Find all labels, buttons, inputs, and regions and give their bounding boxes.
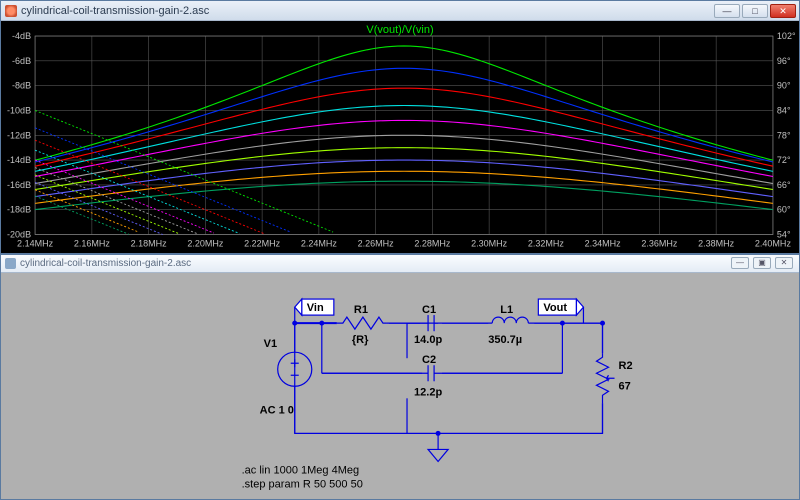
value-l1: 350.7µ	[488, 334, 522, 346]
svg-text:2.16MHz: 2.16MHz	[74, 239, 111, 249]
maximize-button[interactable]: □	[742, 4, 768, 18]
svg-text:2.36MHz: 2.36MHz	[641, 239, 678, 249]
svg-text:2.24MHz: 2.24MHz	[301, 239, 338, 249]
schematic-title-text: cylindrical-coil-transmission-gain-2.asc	[20, 258, 731, 269]
schematic-canvas[interactable]: Vin Vout V1 AC 1 0	[1, 273, 799, 500]
spice-directive-1: .ac lin 1000 1Meg 4Meg	[242, 464, 360, 476]
svg-text:2.26MHz: 2.26MHz	[358, 239, 395, 249]
svg-text:2.14MHz: 2.14MHz	[17, 239, 54, 249]
svg-text:-10dB: -10dB	[7, 105, 31, 115]
svg-text:54°: 54°	[777, 230, 791, 240]
plot-area[interactable]: V(vout)/V(vin) 2.14MHz 2.16MHz 2.18MHz 2.20…	[1, 21, 799, 253]
svg-text:-8dB: -8dB	[12, 81, 31, 91]
svg-text:2.30MHz: 2.30MHz	[471, 239, 508, 249]
svg-text:-18dB: -18dB	[7, 205, 31, 215]
label-c1: C1	[422, 304, 436, 316]
svg-text:96°: 96°	[777, 56, 791, 66]
component-r2[interactable]	[596, 353, 614, 403]
minimize-button[interactable]: —	[714, 4, 740, 18]
svg-text:-20dB: -20dB	[7, 230, 31, 240]
netlabel-vout: Vout	[538, 299, 583, 315]
label-r2: R2	[619, 360, 633, 372]
svg-text:2.32MHz: 2.32MHz	[528, 239, 565, 249]
svg-text:2.34MHz: 2.34MHz	[585, 239, 622, 249]
svg-text:90°: 90°	[777, 81, 791, 91]
label-c2: C2	[422, 354, 436, 366]
plot-titlebar[interactable]: cylindrical-coil-transmission-gain-2.asc…	[1, 1, 799, 21]
value-v1: AC 1 0	[260, 404, 294, 416]
svg-text:Vout: Vout	[543, 302, 567, 314]
value-r2: 67	[619, 380, 631, 392]
plot-window: cylindrical-coil-transmission-gain-2.asc…	[0, 0, 800, 254]
svg-text:-6dB: -6dB	[12, 56, 31, 66]
value-r1: {R}	[352, 334, 369, 346]
svg-text:2.40MHz: 2.40MHz	[755, 239, 792, 249]
svg-text:-16dB: -16dB	[7, 180, 31, 190]
trace-label: V(vout)/V(vin)	[1, 24, 799, 36]
svg-text:2.28MHz: 2.28MHz	[414, 239, 451, 249]
plot-title-text: cylindrical-coil-transmission-gain-2.asc	[21, 5, 714, 17]
svg-text:84°: 84°	[777, 105, 791, 115]
svg-text:2.20MHz: 2.20MHz	[187, 239, 224, 249]
spice-directive-2: .step param R 50 500 50	[242, 478, 363, 490]
app-icon	[5, 5, 17, 17]
schematic-window: cylindrical-coil-transmission-gain-2.asc…	[0, 254, 800, 500]
svg-text:-14dB: -14dB	[7, 155, 31, 165]
label-v1: V1	[264, 338, 277, 350]
sch-minimize-button[interactable]: —	[731, 257, 749, 269]
plot-canvas[interactable]: 2.14MHz 2.16MHz 2.18MHz 2.20MHz 2.22MHz 2.24M…	[1, 22, 799, 253]
sch-restore-button[interactable]: ▣	[753, 257, 771, 269]
value-c2: 12.2p	[414, 386, 442, 398]
close-button[interactable]: ✕	[770, 4, 796, 18]
label-r1: R1	[354, 304, 368, 316]
netlabel-vin: Vin	[295, 299, 334, 315]
schematic-icon	[5, 258, 16, 269]
svg-text:78°: 78°	[777, 130, 791, 140]
svg-text:-12dB: -12dB	[7, 130, 31, 140]
svg-text:66°: 66°	[777, 180, 791, 190]
schematic-area[interactable]: Vin Vout V1 AC 1 0	[1, 273, 799, 500]
svg-text:2.18MHz: 2.18MHz	[131, 239, 168, 249]
svg-text:60°: 60°	[777, 205, 791, 215]
svg-text:2.38MHz: 2.38MHz	[698, 239, 735, 249]
value-c1: 14.0p	[414, 334, 442, 346]
svg-text:72°: 72°	[777, 155, 791, 165]
svg-text:Vin: Vin	[307, 302, 324, 314]
svg-text:2.22MHz: 2.22MHz	[244, 239, 281, 249]
sch-close-button[interactable]: ✕	[775, 257, 793, 269]
label-l1: L1	[500, 304, 513, 316]
schematic-titlebar[interactable]: cylindrical-coil-transmission-gain-2.asc…	[1, 255, 799, 273]
